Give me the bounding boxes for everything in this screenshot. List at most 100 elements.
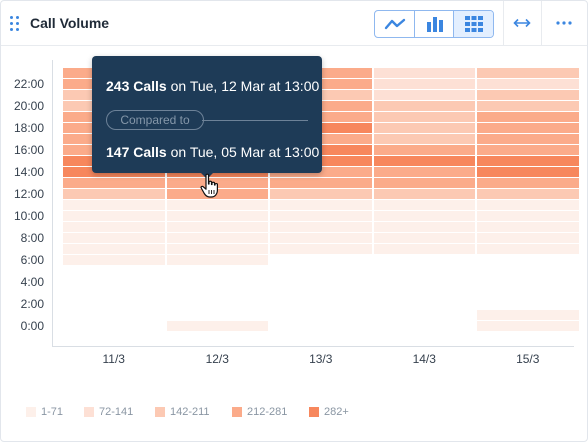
heatmap-cell[interactable]: [166, 189, 268, 199]
heatmap-cell[interactable]: [63, 200, 165, 210]
heatmap-cell[interactable]: [477, 68, 579, 78]
heatmap-cell[interactable]: [270, 222, 372, 232]
heatmap-cell[interactable]: [477, 79, 579, 89]
y-tick-label: 0:00: [20, 318, 44, 333]
heatmap-cell[interactable]: [270, 167, 372, 177]
heatmap-cell[interactable]: [477, 156, 579, 166]
y-tick-label: 4:00: [20, 274, 44, 289]
heatmap-cell[interactable]: [166, 321, 268, 331]
heatmap-cell[interactable]: [477, 233, 579, 243]
y-axis-line: [52, 60, 53, 346]
line-view-button[interactable]: [375, 11, 414, 37]
x-tick-label: 14/3: [412, 352, 436, 366]
tooltip-current-count: 243 Calls: [106, 78, 167, 94]
heatmap-cell[interactable]: [477, 244, 579, 254]
bar-view-button[interactable]: [414, 11, 454, 37]
tooltip-current: 243 Calls on Tue, 12 Mar at 13:00: [106, 78, 319, 94]
heatmap-cell[interactable]: [477, 178, 579, 188]
heatmap-cell[interactable]: [373, 211, 475, 221]
legend-swatch: [84, 407, 94, 417]
heatmap-cell[interactable]: [373, 156, 475, 166]
heatmap-cell[interactable]: [373, 222, 475, 232]
legend-swatch: [26, 407, 36, 417]
heatmap-cell[interactable]: [373, 189, 475, 199]
heatmap-cell[interactable]: [373, 101, 475, 111]
heatmap-cell[interactable]: [270, 178, 372, 188]
more-dots-icon: [556, 21, 572, 25]
heatmap-view-button[interactable]: [453, 11, 493, 37]
heatmap-cell[interactable]: [373, 145, 475, 155]
legend-label: 142-211: [170, 406, 210, 418]
heatmap-cell[interactable]: [477, 321, 579, 331]
y-tick-label: 6:00: [20, 252, 44, 267]
y-tick-label: 16:00: [13, 142, 44, 157]
heatmap-cell[interactable]: [270, 244, 372, 254]
heatmap-cell[interactable]: [63, 233, 165, 243]
heatmap-cell[interactable]: [373, 244, 475, 254]
heatmap-cell[interactable]: [63, 189, 165, 199]
y-tick-label: 10:00: [13, 208, 44, 223]
y-tick-label: 12:00: [13, 186, 44, 201]
heatmap-cell[interactable]: [477, 112, 579, 122]
heatmap-cell[interactable]: [373, 90, 475, 100]
heatmap-cell[interactable]: [373, 167, 475, 177]
heatmap-cell[interactable]: [63, 244, 165, 254]
legend-label: 1-71: [41, 406, 64, 418]
heatmap-cell[interactable]: [373, 112, 475, 122]
heatmap-cell[interactable]: [166, 244, 268, 254]
expand-button[interactable]: [509, 10, 535, 36]
heatmap-cell[interactable]: [477, 123, 579, 133]
heatmap-cell[interactable]: [477, 134, 579, 144]
horizontal-arrows-icon: [513, 18, 531, 28]
legend-swatch: [155, 407, 165, 417]
heatmap-cell[interactable]: [270, 211, 372, 221]
widget-header: Call Volume: [1, 1, 587, 46]
y-tick-label: 14:00: [13, 164, 44, 179]
heatmap-cell[interactable]: [270, 200, 372, 210]
heatmap-cell[interactable]: [166, 211, 268, 221]
heatmap-cell[interactable]: [373, 200, 475, 210]
heatmap-cell[interactable]: [477, 90, 579, 100]
heatmap-cell[interactable]: [166, 200, 268, 210]
x-tick-label: 11/3: [102, 352, 125, 366]
heatmap-cell[interactable]: [373, 178, 475, 188]
widget-title: Call Volume: [30, 15, 110, 31]
x-tick-label: 12/3: [205, 352, 229, 366]
legend-item: 282+: [309, 405, 349, 419]
legend-label: 212-281: [247, 406, 288, 418]
heatmap-cell[interactable]: [270, 233, 372, 243]
heatmap-cell[interactable]: [63, 211, 165, 221]
heatmap-cell[interactable]: [477, 189, 579, 199]
heatmap-cell[interactable]: [166, 255, 268, 265]
heatmap-cell[interactable]: [477, 222, 579, 232]
heatmap-cell[interactable]: [373, 79, 475, 89]
heatmap-cell[interactable]: [477, 310, 579, 320]
heatmap-cell[interactable]: [477, 200, 579, 210]
drag-handle-icon[interactable]: [10, 16, 20, 32]
legend-swatch: [232, 407, 242, 417]
heatmap-cell[interactable]: [166, 222, 268, 232]
heatmap-cell[interactable]: [63, 255, 165, 265]
heatmap-cell[interactable]: [63, 222, 165, 232]
more-options-button[interactable]: [551, 10, 577, 36]
heatmap-cell[interactable]: [270, 189, 372, 199]
tooltip-previous-count: 147 Calls: [106, 144, 167, 160]
heatmap-cell[interactable]: [477, 145, 579, 155]
heatmap-cell[interactable]: [477, 101, 579, 111]
heatmap-cell[interactable]: [373, 68, 475, 78]
heatmap-cell[interactable]: [373, 134, 475, 144]
heatmap-cell[interactable]: [166, 178, 268, 188]
legend-label: 72-141: [99, 406, 134, 418]
compared-to-pill: Compared to: [106, 110, 204, 130]
heatmap-cell[interactable]: [166, 233, 268, 243]
heatmap-cell[interactable]: [477, 211, 579, 221]
heatmap-cell[interactable]: [477, 167, 579, 177]
heatmap-cell[interactable]: [373, 123, 475, 133]
heatmap-cell[interactable]: [373, 233, 475, 243]
line-chart-icon: [384, 18, 405, 30]
header-divider: [503, 1, 504, 45]
heatmap-tooltip: 243 Calls on Tue, 12 Mar at 13:00 Compar…: [92, 56, 322, 179]
heatmap-cell[interactable]: [63, 178, 165, 188]
legend-swatch: [309, 407, 319, 417]
